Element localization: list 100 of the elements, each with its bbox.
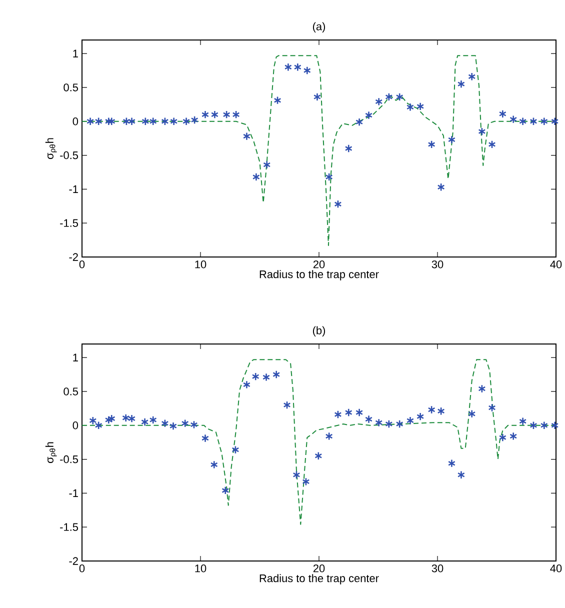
- x-tick-label: 20: [313, 260, 324, 268]
- point: [468, 72, 476, 81]
- point: [292, 470, 300, 480]
- point: [325, 432, 333, 440]
- point: [384, 420, 392, 428]
- point: [262, 160, 270, 170]
- y-axis-title: σ$_{ρθ}$h: [45, 138, 57, 160]
- point: [498, 110, 506, 118]
- x-tick-label: 10: [195, 260, 206, 268]
- point: [262, 372, 270, 382]
- point: [222, 110, 230, 119]
- point: [181, 419, 189, 428]
- point: [182, 117, 190, 126]
- x-tick-label: 30: [432, 260, 443, 268]
- point: [406, 102, 414, 112]
- point: [141, 117, 149, 126]
- point: [140, 418, 148, 426]
- point: [416, 102, 424, 111]
- y-tick-label: 1: [73, 50, 78, 58]
- point: [274, 96, 282, 105]
- chart-title: (b): [312, 326, 325, 336]
- point: [252, 172, 260, 182]
- point: [104, 416, 112, 424]
- point: [201, 434, 209, 442]
- point: [325, 172, 333, 182]
- y-tick-label: -2: [69, 557, 78, 565]
- point: [232, 110, 240, 119]
- y-tick-label: -1: [69, 489, 78, 497]
- line-series: [81, 359, 556, 525]
- point: [457, 80, 465, 88]
- point: [284, 62, 292, 72]
- point: [344, 144, 352, 153]
- point: [518, 117, 526, 126]
- y-tick-label: 0.5: [63, 388, 78, 396]
- point: [478, 127, 486, 136]
- y-tick-label: -1: [69, 185, 78, 193]
- point: [294, 62, 302, 72]
- x-tick-label: 30: [432, 564, 443, 572]
- point: [355, 408, 363, 417]
- x-axis-title: Radius to the trap center: [260, 574, 379, 584]
- point: [201, 110, 209, 119]
- x-tick-label: 20: [313, 564, 324, 572]
- point: [302, 477, 310, 486]
- point: [344, 408, 352, 417]
- point: [160, 419, 169, 428]
- point: [448, 459, 456, 468]
- point: [252, 372, 260, 381]
- y-tick-label: 0: [72, 422, 78, 430]
- x-tick-label: 0: [79, 260, 84, 268]
- point: [509, 115, 517, 124]
- y-tick-label: -0.5: [60, 455, 78, 464]
- point: [314, 452, 322, 460]
- point: [488, 140, 496, 149]
- point: [242, 132, 250, 141]
- point: [448, 135, 456, 144]
- y-tick-label: 1: [73, 354, 78, 362]
- point: [86, 117, 94, 126]
- point: [457, 470, 465, 480]
- point: [334, 200, 342, 208]
- point: [364, 111, 372, 120]
- y-tick-label: -1.5: [60, 219, 78, 227]
- y-tick-label: -0.5: [60, 151, 78, 160]
- x-axis-title: Radius to the trap center: [260, 270, 379, 280]
- point: [374, 97, 382, 106]
- point: [488, 404, 496, 412]
- point: [149, 416, 157, 424]
- point: [313, 92, 321, 102]
- point: [530, 117, 538, 126]
- point: [128, 117, 136, 126]
- point: [540, 421, 548, 430]
- point: [122, 117, 130, 126]
- point: [221, 486, 229, 495]
- point: [334, 410, 342, 419]
- point: [169, 422, 177, 430]
- x-tick-label: 0: [79, 564, 84, 572]
- point: [550, 421, 558, 430]
- point: [210, 460, 218, 469]
- x-tick-label: 40: [550, 260, 562, 268]
- point: [190, 420, 198, 429]
- point: [108, 414, 116, 423]
- point: [509, 432, 517, 440]
- point: [530, 421, 538, 430]
- point: [160, 117, 169, 126]
- point: [540, 117, 548, 126]
- point: [416, 412, 424, 421]
- point: [149, 117, 157, 126]
- x-tick-label: 10: [195, 564, 206, 572]
- point: [396, 92, 404, 102]
- point: [428, 140, 436, 149]
- point: [428, 406, 436, 414]
- point: [518, 417, 526, 426]
- y-tick-label: 0.5: [63, 84, 78, 92]
- point: [396, 420, 404, 428]
- y-tick-label: -1.5: [60, 523, 78, 531]
- point: [384, 92, 392, 102]
- point: [550, 117, 558, 126]
- point: [498, 433, 506, 442]
- point: [437, 182, 445, 192]
- point: [242, 380, 250, 389]
- point: [272, 370, 280, 379]
